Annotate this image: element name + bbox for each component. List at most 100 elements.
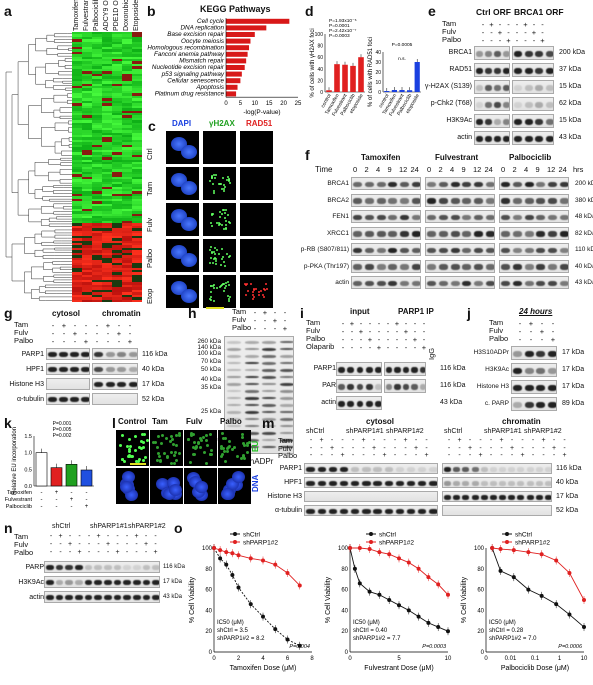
blot-band xyxy=(548,247,557,254)
f-mw-marker: 48 kDa xyxy=(575,213,593,220)
heatmap-cell xyxy=(102,152,112,155)
foci xyxy=(252,291,255,294)
d-bar xyxy=(350,65,356,92)
heatmap-cell xyxy=(82,147,92,150)
eu-signal xyxy=(221,446,225,450)
d-pvalue: P=0.0001 xyxy=(329,23,350,29)
o-ytick: 40 xyxy=(341,608,348,614)
heatmap-cell xyxy=(72,292,82,295)
blot-band xyxy=(376,280,386,287)
m-blot-strip xyxy=(304,463,438,474)
f-row-label: p-RB (S807/811) xyxy=(300,246,349,253)
heatmap-cell xyxy=(72,189,82,192)
i-blot-strip xyxy=(336,396,382,410)
heatmap-cell xyxy=(122,130,132,133)
blot-band xyxy=(494,67,501,74)
microscopy-tile xyxy=(166,167,199,200)
blot-band xyxy=(485,198,494,204)
blot-band xyxy=(306,467,315,472)
e-treatment-sign: - xyxy=(532,20,536,29)
n-treatment-sign: - xyxy=(135,541,138,548)
kegg-bar xyxy=(226,38,251,44)
d-tick: 40 xyxy=(317,67,323,73)
blot-band xyxy=(384,467,393,472)
i-treatment-sign: - xyxy=(395,327,399,336)
heatmap-cell xyxy=(112,164,122,167)
heatmap-cell xyxy=(92,184,102,187)
heatmap-cell xyxy=(132,71,142,74)
n-treatment-sign: + xyxy=(77,549,82,556)
blot-band xyxy=(262,411,276,413)
blot-band xyxy=(105,352,115,358)
f-mw-marker: 110 kDa xyxy=(575,246,593,253)
heatmap-cell xyxy=(72,201,82,204)
blot-band xyxy=(503,50,509,57)
eu-signal xyxy=(142,458,146,462)
eu-signal xyxy=(246,441,250,445)
blot-band xyxy=(545,118,553,125)
g-treatment-sign: - xyxy=(95,337,99,346)
foci xyxy=(228,295,231,298)
blot-band xyxy=(328,467,338,472)
kegg-bar xyxy=(226,51,248,57)
heatmap-cell xyxy=(72,203,82,207)
heatmap-cell xyxy=(102,196,112,199)
heatmap-cell xyxy=(122,49,132,52)
heatmap-cell xyxy=(72,132,82,136)
foci xyxy=(265,288,268,291)
heatmap-cell xyxy=(132,297,142,300)
microscopy-tile xyxy=(166,203,199,236)
m-treatment-sign: - xyxy=(489,444,493,452)
heatmap-cell xyxy=(112,174,122,177)
blot-band xyxy=(279,369,293,373)
l-microscopy-tile xyxy=(184,430,217,466)
o-xtick: 1 xyxy=(558,656,562,662)
blot-band xyxy=(262,390,276,392)
heatmap-cell xyxy=(112,218,122,221)
i-treatment-sign: - xyxy=(368,327,372,336)
heatmap-cell xyxy=(92,130,102,133)
blot-band xyxy=(494,101,501,108)
heatmap-cell xyxy=(92,68,102,72)
f-mw-marker: 43 kDa xyxy=(575,279,593,286)
foci xyxy=(217,252,220,255)
heatmap-cell xyxy=(82,162,92,165)
panel-label-o: o xyxy=(174,520,183,536)
blot-band xyxy=(485,231,494,237)
m-mw-marker: 17 kDa xyxy=(556,493,579,500)
heatmap-cell xyxy=(72,159,82,163)
blot-band xyxy=(524,384,534,391)
heatmap-cell xyxy=(132,144,142,148)
n-treatment-sign: - xyxy=(125,541,129,548)
heatmap-cell xyxy=(122,105,132,109)
heatmap-cell xyxy=(72,174,82,177)
heatmap-cell xyxy=(122,120,132,123)
heatmap-cell xyxy=(72,299,82,302)
blot-band xyxy=(227,383,241,386)
panel-label-e: e xyxy=(428,3,436,19)
blot-band xyxy=(406,509,416,514)
heatmap-cell xyxy=(92,120,102,123)
heatmap-cell xyxy=(92,245,102,248)
m-treatment-sign: + xyxy=(457,437,462,444)
heatmap-cell xyxy=(102,93,112,96)
blot-band xyxy=(244,376,259,379)
blot-band xyxy=(462,198,472,204)
blot-band xyxy=(227,390,241,392)
n-treatment-sign: - xyxy=(49,541,53,548)
blot-band xyxy=(279,390,293,394)
heatmap-cell xyxy=(112,257,122,261)
kegg-tick: 5 xyxy=(239,101,243,107)
o-xlabel: Fulvestrant Dose (μM) xyxy=(364,665,433,672)
eu-signal xyxy=(175,444,179,448)
f-unit: hrs xyxy=(573,165,584,174)
n-treatment-sign: - xyxy=(87,533,91,540)
heatmap-cell xyxy=(82,245,92,248)
blot-band xyxy=(462,280,472,287)
blot-band xyxy=(365,400,373,407)
heatmap-cell xyxy=(72,230,82,234)
heatmap-cell xyxy=(102,184,112,187)
j-row-label: Histone H3 xyxy=(476,383,509,390)
k-bar xyxy=(35,452,48,487)
heatmap-cell xyxy=(112,208,122,212)
